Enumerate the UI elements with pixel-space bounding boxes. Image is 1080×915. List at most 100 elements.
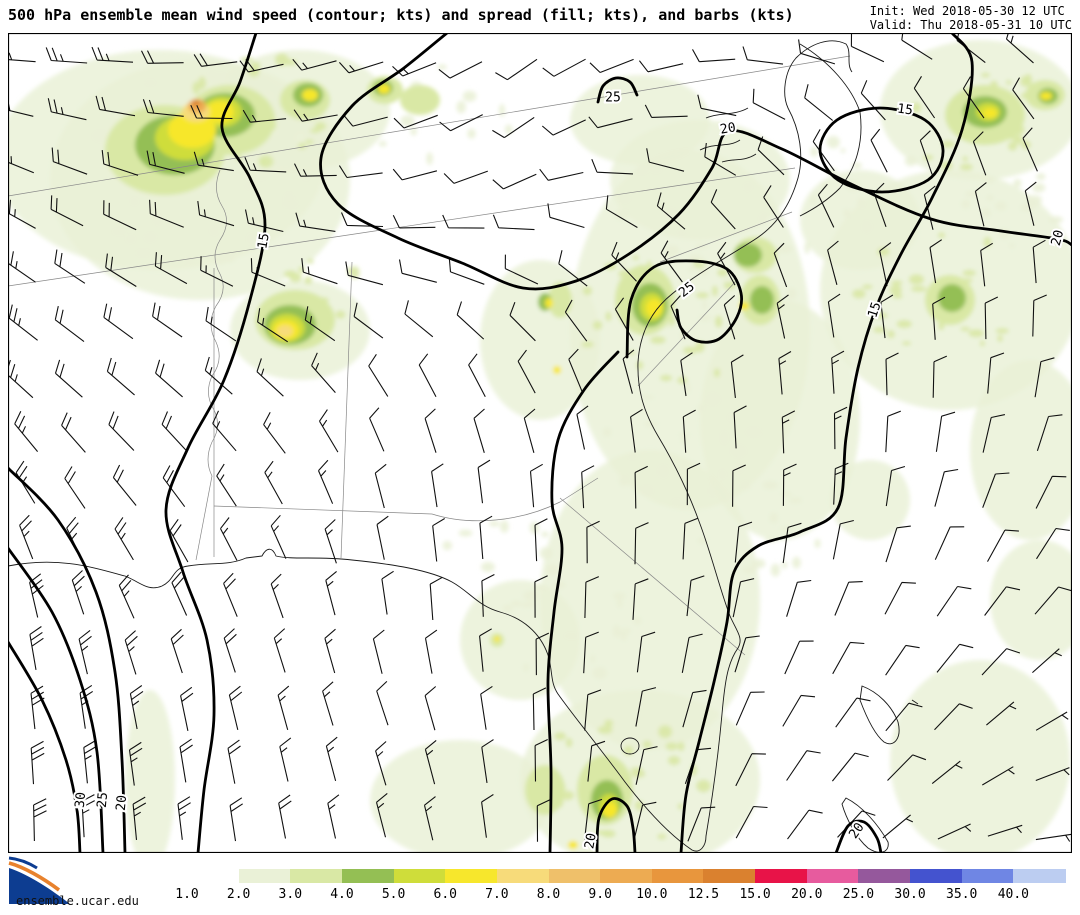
wind-barb bbox=[576, 405, 589, 450]
wind-barb bbox=[264, 460, 283, 505]
wind-barb bbox=[103, 200, 137, 231]
wind-barb bbox=[193, 151, 234, 172]
site-url: ensemble.ucar.edu bbox=[16, 894, 139, 908]
wind-barb bbox=[782, 463, 797, 506]
wind-barb bbox=[273, 628, 286, 673]
colorbar-segment bbox=[290, 869, 343, 883]
colorbar-segment bbox=[393, 869, 446, 883]
wind-barb bbox=[833, 462, 849, 505]
contour-line bbox=[679, 33, 974, 853]
wind-barb bbox=[152, 302, 183, 338]
contour-line bbox=[546, 350, 620, 853]
wind-barb bbox=[229, 797, 244, 842]
colorbar-tick-label: 6.0 bbox=[433, 887, 457, 902]
wind-barb bbox=[937, 823, 972, 840]
state-border bbox=[659, 211, 793, 263]
wind-barb bbox=[534, 518, 548, 562]
wind-barb bbox=[33, 798, 47, 842]
wind-barb bbox=[369, 407, 385, 452]
wind-barb bbox=[492, 173, 537, 190]
wind-barb bbox=[1005, 33, 1034, 64]
wind-barb bbox=[782, 694, 816, 727]
wind-barb bbox=[697, 94, 737, 117]
wind-barb bbox=[962, 76, 985, 119]
wind-barb bbox=[325, 736, 338, 782]
wind-barb bbox=[885, 525, 911, 563]
wind-barb bbox=[773, 242, 788, 288]
wind-barb bbox=[95, 95, 136, 117]
wind-barb bbox=[812, 129, 835, 172]
wind-barb bbox=[710, 189, 736, 230]
wind-barb bbox=[8, 304, 38, 341]
wind-barb bbox=[375, 741, 387, 786]
colorbar-segment bbox=[806, 869, 859, 883]
wind-barb bbox=[1035, 833, 1072, 842]
colorbar-tick-label: 9.0 bbox=[588, 887, 612, 902]
wind-barb bbox=[633, 801, 657, 841]
wind-barb bbox=[614, 297, 634, 341]
wind-barb bbox=[223, 628, 237, 673]
wind-barb bbox=[398, 259, 437, 283]
wind-barb bbox=[584, 798, 603, 840]
colorbar-segment bbox=[496, 869, 550, 883]
coastline bbox=[911, 699, 919, 705]
colorbar-segment bbox=[651, 869, 705, 883]
wind-barb bbox=[987, 824, 1023, 837]
wind-barb bbox=[8, 52, 36, 63]
wind-barb bbox=[879, 242, 892, 287]
wind-barb bbox=[277, 685, 290, 731]
colorbar-tick-label: 2.0 bbox=[226, 887, 251, 902]
wind-barb bbox=[338, 165, 383, 179]
wind-barb bbox=[681, 633, 703, 674]
wind-barb bbox=[987, 529, 1019, 562]
wind-barb bbox=[442, 214, 485, 229]
wind-barb bbox=[804, 84, 834, 121]
wind-barb bbox=[935, 411, 956, 452]
wind-barb bbox=[880, 294, 894, 339]
wind-barb bbox=[381, 570, 394, 615]
wind-barb bbox=[1012, 77, 1035, 120]
wind-barb bbox=[1032, 294, 1047, 337]
wind-barb bbox=[263, 412, 286, 454]
wind-barb bbox=[982, 766, 1015, 786]
wind-barb bbox=[205, 306, 237, 342]
wind-barb bbox=[704, 142, 737, 176]
wind-barb bbox=[492, 214, 535, 231]
colorbar-segment bbox=[445, 869, 498, 883]
wind-barb bbox=[787, 809, 823, 840]
wind-barb bbox=[392, 168, 438, 181]
wind-barb bbox=[128, 741, 143, 786]
wind-barb bbox=[735, 691, 765, 726]
wind-barb bbox=[932, 296, 946, 340]
wind-barb bbox=[154, 252, 188, 285]
wind-barb bbox=[278, 794, 292, 839]
colorbar-tick-label: 7.0 bbox=[485, 887, 509, 902]
colorbar-tick-label: 30.0 bbox=[894, 887, 926, 902]
wind-barb bbox=[54, 249, 86, 284]
wind-barb bbox=[542, 58, 586, 77]
wind-barb bbox=[375, 792, 388, 838]
wind-barb bbox=[372, 629, 385, 674]
wind-barb bbox=[632, 578, 649, 620]
wind-barb bbox=[368, 353, 389, 397]
wind-barb bbox=[468, 353, 486, 398]
colorbar-tick-label: 1.0 bbox=[175, 887, 199, 902]
wind-barb bbox=[980, 242, 993, 287]
wind-barb bbox=[392, 215, 436, 229]
wind-barb bbox=[558, 250, 588, 287]
wind-barb bbox=[1024, 181, 1037, 226]
wind-barb bbox=[936, 643, 974, 673]
wind-barb bbox=[986, 701, 1017, 726]
wind-barb bbox=[827, 293, 841, 338]
wind-barb bbox=[798, 39, 836, 65]
wind-barb bbox=[680, 352, 693, 397]
wind-barb bbox=[782, 522, 802, 564]
state-border bbox=[213, 505, 433, 515]
colorbar-tick-label: 20.0 bbox=[791, 887, 823, 902]
wind-barb bbox=[216, 463, 237, 507]
wind-barb bbox=[8, 359, 34, 399]
wind-barb bbox=[338, 61, 384, 74]
wind-barb bbox=[832, 519, 854, 560]
wind-barb bbox=[786, 750, 821, 781]
